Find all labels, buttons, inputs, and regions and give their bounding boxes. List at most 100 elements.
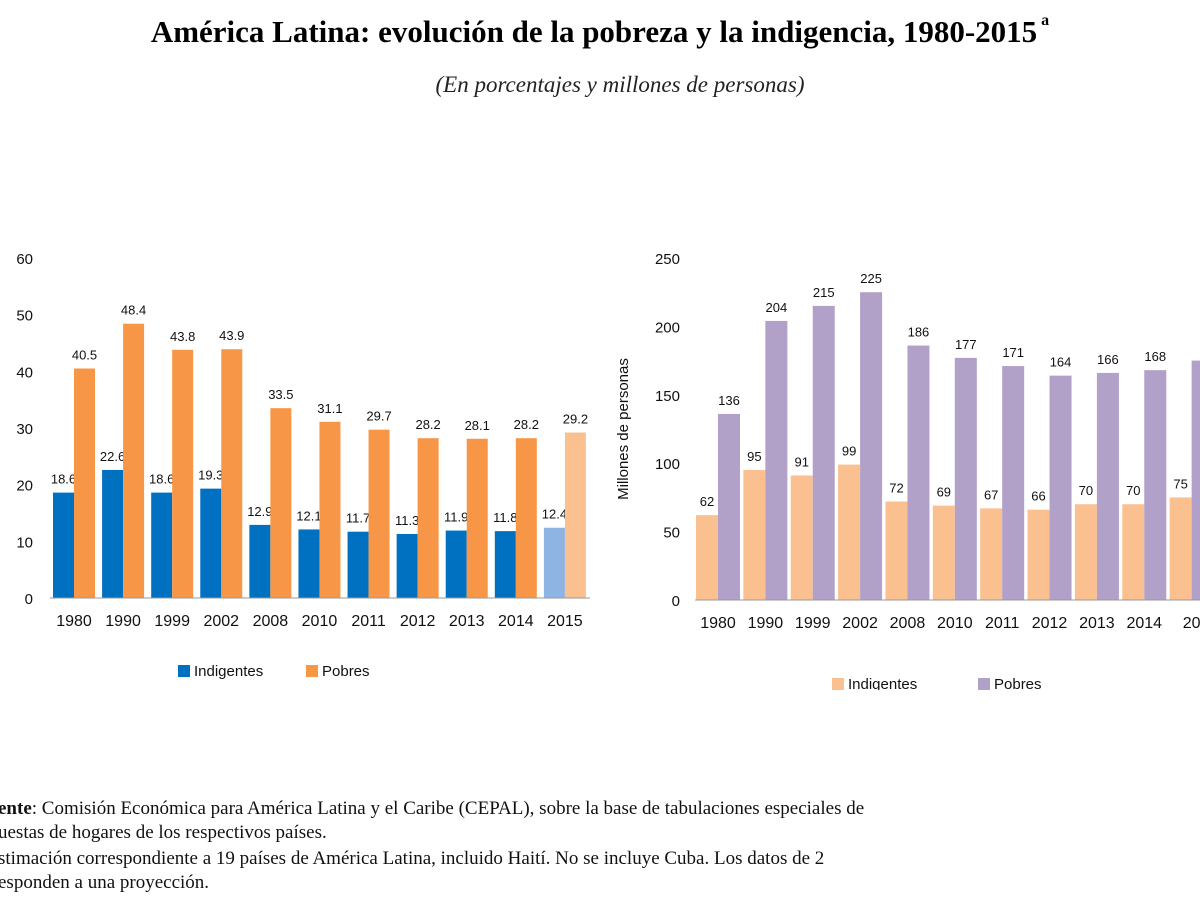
data-label: 22.6: [100, 449, 125, 464]
bar-indigentes: [53, 492, 74, 598]
x-tick-label: 2012: [400, 613, 436, 630]
bar-pobres: [1191, 360, 1200, 600]
x-tick-label: 2010: [302, 613, 338, 630]
bar-pobres: [515, 438, 537, 598]
x-tick-label: 2014: [498, 613, 534, 630]
bar-indigentes: [102, 469, 124, 598]
bar-pobres: [907, 345, 930, 600]
bar-pobres: [564, 432, 586, 598]
x-tick-label: 1990: [748, 615, 784, 632]
y-tick-label: 50: [16, 308, 33, 325]
bar-indigentes: [298, 529, 320, 598]
y-tick-label: 20: [16, 478, 33, 495]
bar-pobres: [74, 368, 95, 598]
bar-indigentes: [200, 488, 222, 598]
data-label: 12.9: [247, 504, 272, 519]
x-tick-label: 1999: [154, 613, 190, 630]
chart-subtitle: (En porcentajes y millones de personas): [435, 72, 805, 97]
data-label: 171: [1002, 345, 1024, 360]
y-tick-label: 50: [663, 525, 680, 542]
data-label: 12.1: [296, 508, 321, 523]
chart-title-text: América Latina: evolución de la pobreza …: [150, 14, 1038, 49]
bar-pobres: [860, 292, 883, 600]
legend-label-pobres: Pobres: [322, 663, 370, 680]
x-tick-label: 2008: [253, 613, 289, 630]
data-label: 164: [1050, 355, 1072, 370]
bar-indigentes: [249, 524, 271, 598]
y-tick-label: 0: [25, 591, 33, 608]
data-label: 11.7: [346, 511, 370, 526]
y-tick-label: 100: [655, 456, 680, 473]
data-label: 70: [1079, 483, 1093, 498]
x-tick-label: 1990: [105, 613, 141, 630]
data-label: 99: [842, 444, 856, 459]
x-tick-label: 2002: [203, 613, 239, 630]
y-tick-label: 150: [655, 388, 680, 405]
bar-pobres: [765, 320, 788, 600]
bar-indigentes: [396, 533, 418, 598]
bar-indigentes: [790, 475, 813, 600]
legend-swatch-indigentes: [832, 678, 844, 690]
bar-indigentes: [1169, 497, 1192, 600]
data-label: 70: [1126, 483, 1140, 498]
bar-pobres: [954, 357, 977, 600]
legend-label-indigentes: Indigentes: [848, 676, 917, 690]
bar-indigentes: [743, 470, 766, 600]
x-tick-label: 2015: [547, 613, 583, 630]
bar-indigentes: [543, 527, 565, 598]
data-label: 66: [1031, 489, 1045, 504]
data-label: 11.9: [444, 510, 468, 525]
legend-swatch-pobres: [978, 678, 990, 690]
data-label: 91: [794, 455, 808, 470]
data-label: 43.8: [170, 329, 195, 344]
data-label: 204: [766, 300, 788, 315]
data-label: 215: [813, 285, 835, 300]
bar-indigentes: [445, 530, 467, 598]
data-label: 43.9: [219, 328, 244, 343]
data-label: 18.6: [51, 472, 76, 487]
data-label: 11.3: [395, 513, 419, 528]
y-tick-label: 200: [655, 319, 680, 336]
data-label: 75: [1173, 476, 1187, 491]
chart-title: América Latina: evolución de la pobreza …: [0, 12, 1200, 50]
y-tick-label: 40: [16, 364, 33, 381]
data-label: 28.1: [465, 418, 490, 433]
bar-indigentes: [885, 501, 908, 600]
data-label: 11.8: [493, 510, 517, 525]
data-label: 69: [937, 485, 951, 500]
data-label: 19.3: [198, 468, 223, 483]
data-label: 95: [747, 449, 761, 464]
bar-indigentes: [932, 505, 955, 600]
data-label: 40.5: [72, 348, 97, 363]
y-tick-label: 250: [655, 251, 680, 268]
footnote-line-2: esponden a una proyección.: [0, 872, 210, 893]
y-tick-label: 10: [16, 534, 33, 551]
footnote-line-1: stimación correspondiente a 19 países de…: [0, 848, 825, 869]
x-tick-label: 2010: [937, 615, 973, 632]
x-tick-label: 20: [1183, 615, 1200, 632]
bar-pobres: [812, 305, 835, 600]
bar-indigentes: [1122, 504, 1145, 600]
bar-pobres: [123, 323, 145, 598]
bar-pobres: [466, 438, 488, 598]
data-label: 33.5: [268, 387, 293, 402]
bar-indigentes: [1074, 504, 1097, 600]
x-tick-label: 2008: [890, 615, 926, 632]
x-tick-label: 1980: [700, 615, 736, 632]
data-label: 225: [860, 271, 882, 286]
data-label: 48.4: [121, 303, 146, 318]
bar-pobres: [1144, 370, 1167, 600]
x-tick-label: 2011: [351, 613, 386, 630]
bar-indigentes: [838, 464, 861, 600]
bar-indigentes: [494, 531, 516, 598]
data-label: 136: [718, 393, 740, 408]
source-note-line-1: ente: Comisión Económica para América La…: [0, 798, 864, 820]
data-label: 186: [908, 325, 930, 340]
bar-pobres: [319, 421, 341, 598]
x-tick-label: 1999: [795, 615, 831, 632]
bar-pobres: [221, 349, 243, 598]
bar-indigentes: [1027, 509, 1050, 600]
poverty-percent-chart: 0 10 20 30 40 50 60 18.6 22.6 18.6 19.3 12.9 12.1 11.…: [16, 251, 590, 680]
legend-label-indigentes: Indigentes: [194, 663, 263, 680]
data-label: 62: [700, 494, 714, 509]
